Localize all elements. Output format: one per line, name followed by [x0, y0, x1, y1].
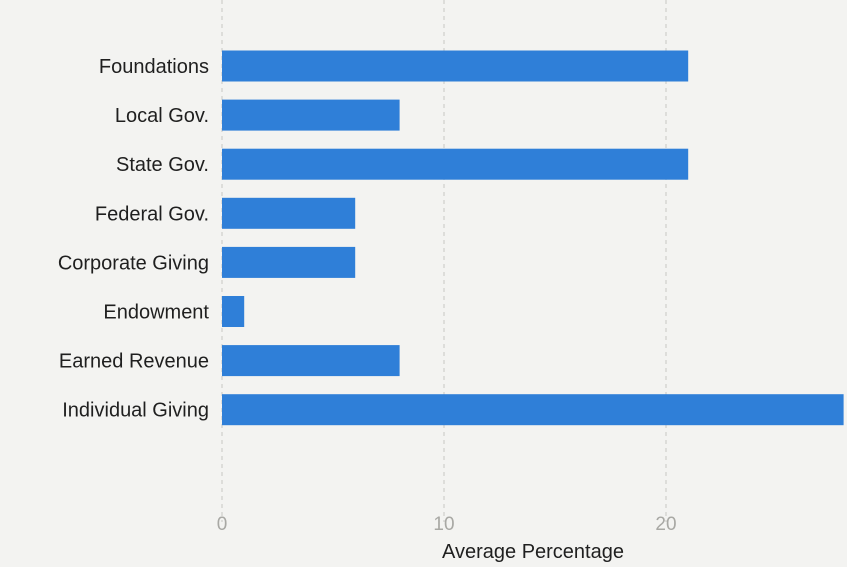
bar-earned-revenue — [222, 345, 400, 377]
x-axis-title: Average Percentage — [442, 541, 624, 563]
bar-individual-giving — [222, 394, 844, 426]
x-tick-label-0: 0 — [217, 514, 228, 535]
bar-federal-gov — [222, 197, 356, 229]
bar-endowment — [222, 296, 245, 327]
bar-local-gov — [222, 99, 400, 131]
x-tick-label-20: 20 — [655, 514, 676, 535]
category-labels: Foundations Local Gov. State Gov. Federal G… — [58, 56, 210, 422]
category-label-individual-giving: Individual Giving — [62, 400, 209, 422]
bar-foundations — [222, 50, 689, 82]
x-tick-label-10: 10 — [433, 514, 454, 535]
bar-corporate-giving — [222, 246, 356, 278]
category-label-federal-gov: Federal Gov. — [95, 203, 209, 225]
category-label-state-gov: State Gov. — [116, 154, 209, 176]
category-label-endowment: Endowment — [103, 302, 209, 324]
category-label-corporate-giving: Corporate Giving — [58, 252, 209, 274]
category-label-local-gov: Local Gov. — [115, 105, 209, 127]
category-label-foundations: Foundations — [99, 56, 209, 78]
grid-lines — [221, 0, 667, 522]
bar-state-gov — [222, 148, 689, 180]
bars — [222, 50, 844, 426]
x-tick-labels: 0 10 20 — [217, 514, 677, 535]
category-label-earned-revenue: Earned Revenue — [59, 351, 209, 373]
